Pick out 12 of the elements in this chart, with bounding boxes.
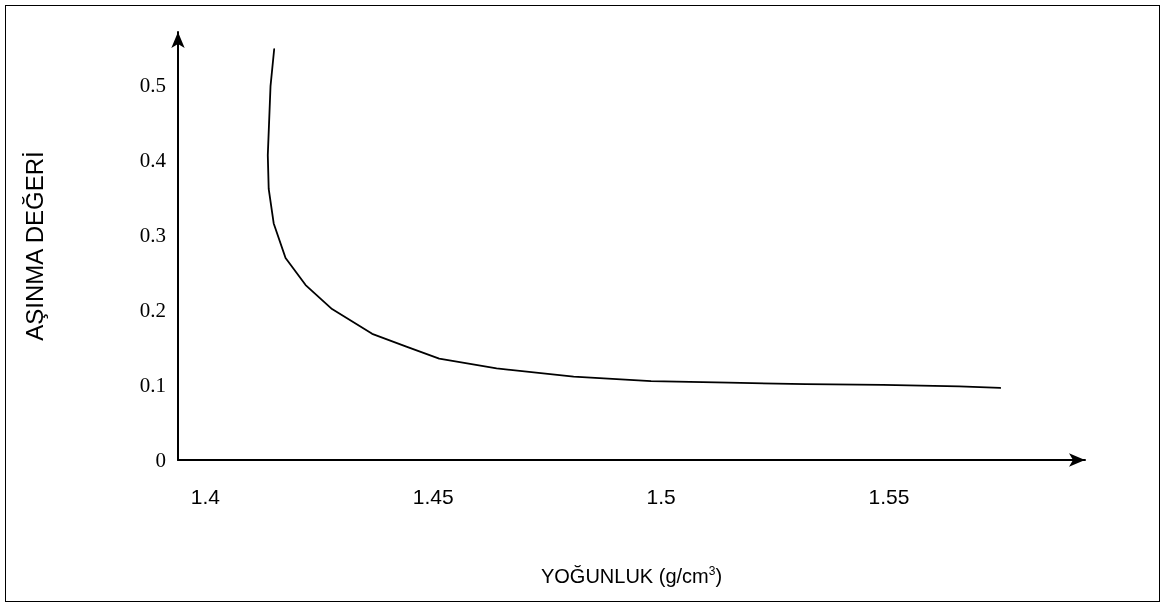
y-tick-label: 0.2 xyxy=(139,297,166,322)
line-series xyxy=(266,48,1002,389)
x-tick-label: 1.4 xyxy=(190,485,221,508)
y-axis-title: AŞINMA DEĞERİ xyxy=(20,151,48,341)
x-tick-label: 1.5 xyxy=(646,485,676,508)
y-tick-label: 0.4 xyxy=(139,147,167,172)
x-tick-label: 1.55 xyxy=(868,485,910,508)
x-tick-label: 1.45 xyxy=(412,485,454,508)
y-tick-label: 0.1 xyxy=(139,372,166,397)
y-tick-label: 0 xyxy=(155,448,166,472)
y-tick-label: 0.3 xyxy=(139,222,166,247)
y-tick-label: 0.5 xyxy=(139,72,166,97)
